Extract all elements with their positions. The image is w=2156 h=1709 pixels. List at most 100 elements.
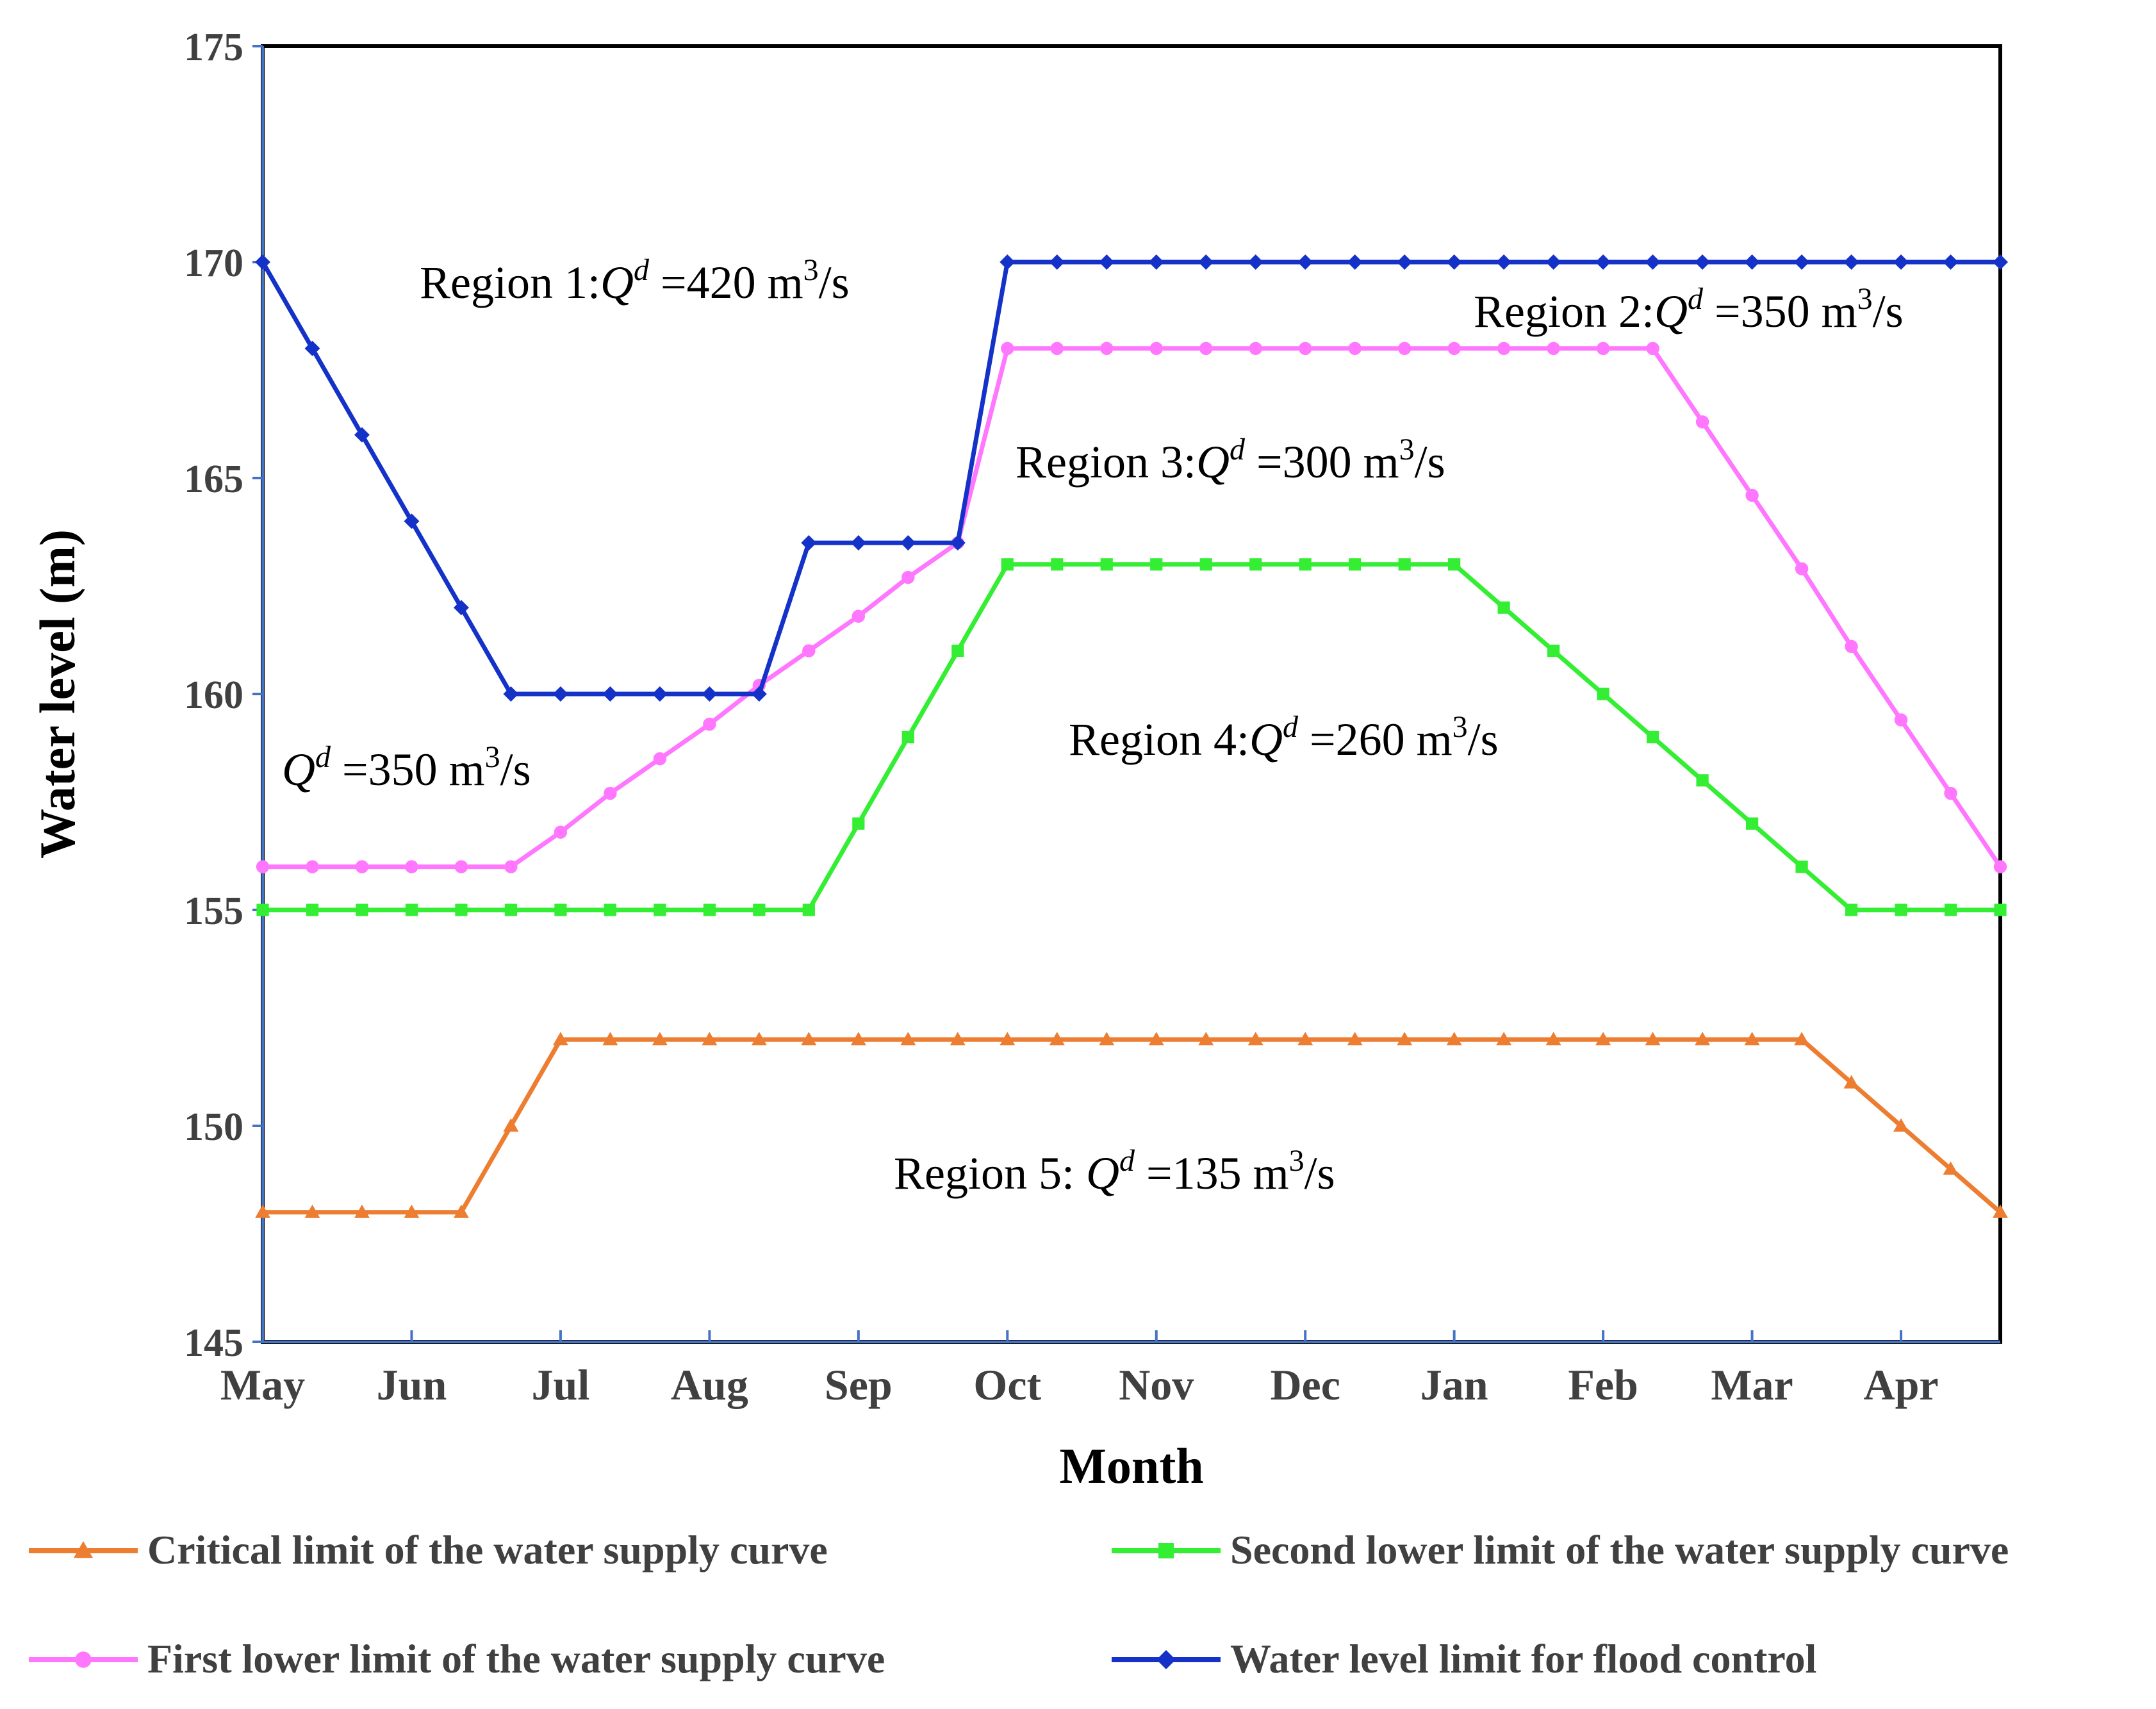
data-point xyxy=(1596,342,1610,355)
data-point xyxy=(1249,342,1262,355)
data-point xyxy=(1148,1032,1164,1046)
region-annotation: Region 5: Qd =135 m3/s xyxy=(894,1144,1335,1199)
data-point xyxy=(602,1032,618,1046)
data-point xyxy=(1000,254,1016,270)
series-1 xyxy=(255,1032,2008,1218)
region-annotation: Region 3:Qd =300 m3/s xyxy=(1016,433,1445,488)
data-point xyxy=(1794,254,1810,270)
data-point xyxy=(602,686,618,702)
legend-label: First lower limit of the water supply cu… xyxy=(147,1636,885,1681)
region-annotation: Region 4:Qd =260 m3/s xyxy=(1069,710,1499,765)
data-point xyxy=(453,600,469,616)
legend-label: Critical limit of the water supply curve xyxy=(147,1527,828,1573)
data-point xyxy=(1695,415,1709,429)
data-point xyxy=(1943,254,1959,270)
data-point xyxy=(652,1032,668,1046)
data-point xyxy=(1397,254,1413,270)
data-point xyxy=(1397,1032,1413,1046)
data-point xyxy=(751,1032,767,1046)
legend-item: Water level limit for flood control xyxy=(1112,1636,1816,1681)
data-point xyxy=(1049,1032,1065,1046)
data-point xyxy=(1993,1204,2008,1218)
data-point xyxy=(405,860,418,873)
data-point xyxy=(653,752,667,766)
data-point xyxy=(850,1032,866,1046)
data-point xyxy=(1595,254,1611,270)
legend-label: Water level limit for flood control xyxy=(1230,1636,1816,1681)
region-annotation: Region 2:Qd =350 m3/s xyxy=(1474,282,1904,337)
data-point xyxy=(1249,558,1262,571)
data-point xyxy=(1198,1032,1214,1046)
region-annotations: Region 1:Qd =420 m3/s Region 2:Qd =350 m3… xyxy=(282,253,1904,1199)
data-point xyxy=(554,825,568,839)
data-point xyxy=(1001,558,1014,571)
data-point xyxy=(1099,1032,1115,1046)
series-4 xyxy=(255,254,2008,702)
y-tick-label: 170 xyxy=(184,242,243,285)
data-point xyxy=(552,1032,568,1046)
data-point xyxy=(1398,558,1411,571)
region-annotation: Qd =350 m3/s xyxy=(282,740,531,795)
data-point xyxy=(1944,904,1957,916)
data-point xyxy=(1943,1161,1959,1175)
data-point xyxy=(1149,342,1163,355)
data-point xyxy=(304,340,320,356)
legend-swatch-marker xyxy=(75,1651,92,1668)
data-point xyxy=(255,254,270,270)
data-point xyxy=(1696,774,1709,787)
series-line xyxy=(263,562,2000,912)
data-point xyxy=(1051,558,1064,571)
data-point xyxy=(1199,558,1212,571)
data-point xyxy=(304,1204,320,1218)
data-point xyxy=(1795,861,1808,873)
data-point xyxy=(1100,558,1113,571)
data-point xyxy=(901,731,914,743)
data-point xyxy=(354,427,370,443)
data-point xyxy=(1397,342,1411,355)
data-point xyxy=(1993,860,2007,873)
data-point xyxy=(1894,713,1908,727)
data-point xyxy=(1893,1118,1909,1132)
data-point xyxy=(1843,254,1859,270)
data-point xyxy=(404,1204,420,1218)
x-tick-label: Sep xyxy=(825,1360,893,1409)
data-point xyxy=(1794,1032,1810,1046)
data-point xyxy=(1348,342,1362,355)
data-point xyxy=(1645,1032,1661,1046)
data-point xyxy=(356,904,368,916)
data-point xyxy=(1049,254,1065,270)
data-point xyxy=(306,860,319,873)
x-axis-ticks: May Jun Jul Aug Sep Oct Nov Dec Jan Feb Mar Apr xyxy=(220,1330,1939,1409)
data-point xyxy=(1347,254,1363,270)
data-point xyxy=(1446,254,1462,270)
y-tick-label: 150 xyxy=(184,1105,243,1149)
data-point xyxy=(1647,731,1659,743)
data-point xyxy=(801,535,817,551)
y-axis-ticks: 145 150 155 160 165 170 175 xyxy=(184,26,263,1365)
data-point xyxy=(1349,558,1362,571)
data-point xyxy=(1299,558,1312,571)
data-point xyxy=(1497,342,1511,355)
data-point xyxy=(405,904,418,916)
x-tick-label: Jun xyxy=(377,1360,447,1409)
data-point xyxy=(1993,254,2008,270)
data-point xyxy=(1547,342,1560,355)
data-point xyxy=(1001,342,1014,355)
legend: Critical limit of the water supply curve… xyxy=(29,1527,2009,1681)
data-point xyxy=(503,1118,519,1132)
data-point xyxy=(453,1204,469,1218)
series-line xyxy=(263,1037,2002,1215)
data-point xyxy=(1297,254,1313,270)
data-point xyxy=(1545,254,1561,270)
x-tick-label: Jan xyxy=(1420,1360,1488,1409)
data-point xyxy=(306,904,319,916)
data-point xyxy=(1744,254,1760,270)
data-point xyxy=(1446,1032,1462,1046)
data-point xyxy=(504,860,518,873)
data-point xyxy=(1496,1032,1512,1046)
legend-swatch-marker xyxy=(74,1541,93,1558)
data-point xyxy=(554,904,567,916)
data-point xyxy=(1100,342,1114,355)
x-tick-label: Aug xyxy=(671,1360,748,1409)
